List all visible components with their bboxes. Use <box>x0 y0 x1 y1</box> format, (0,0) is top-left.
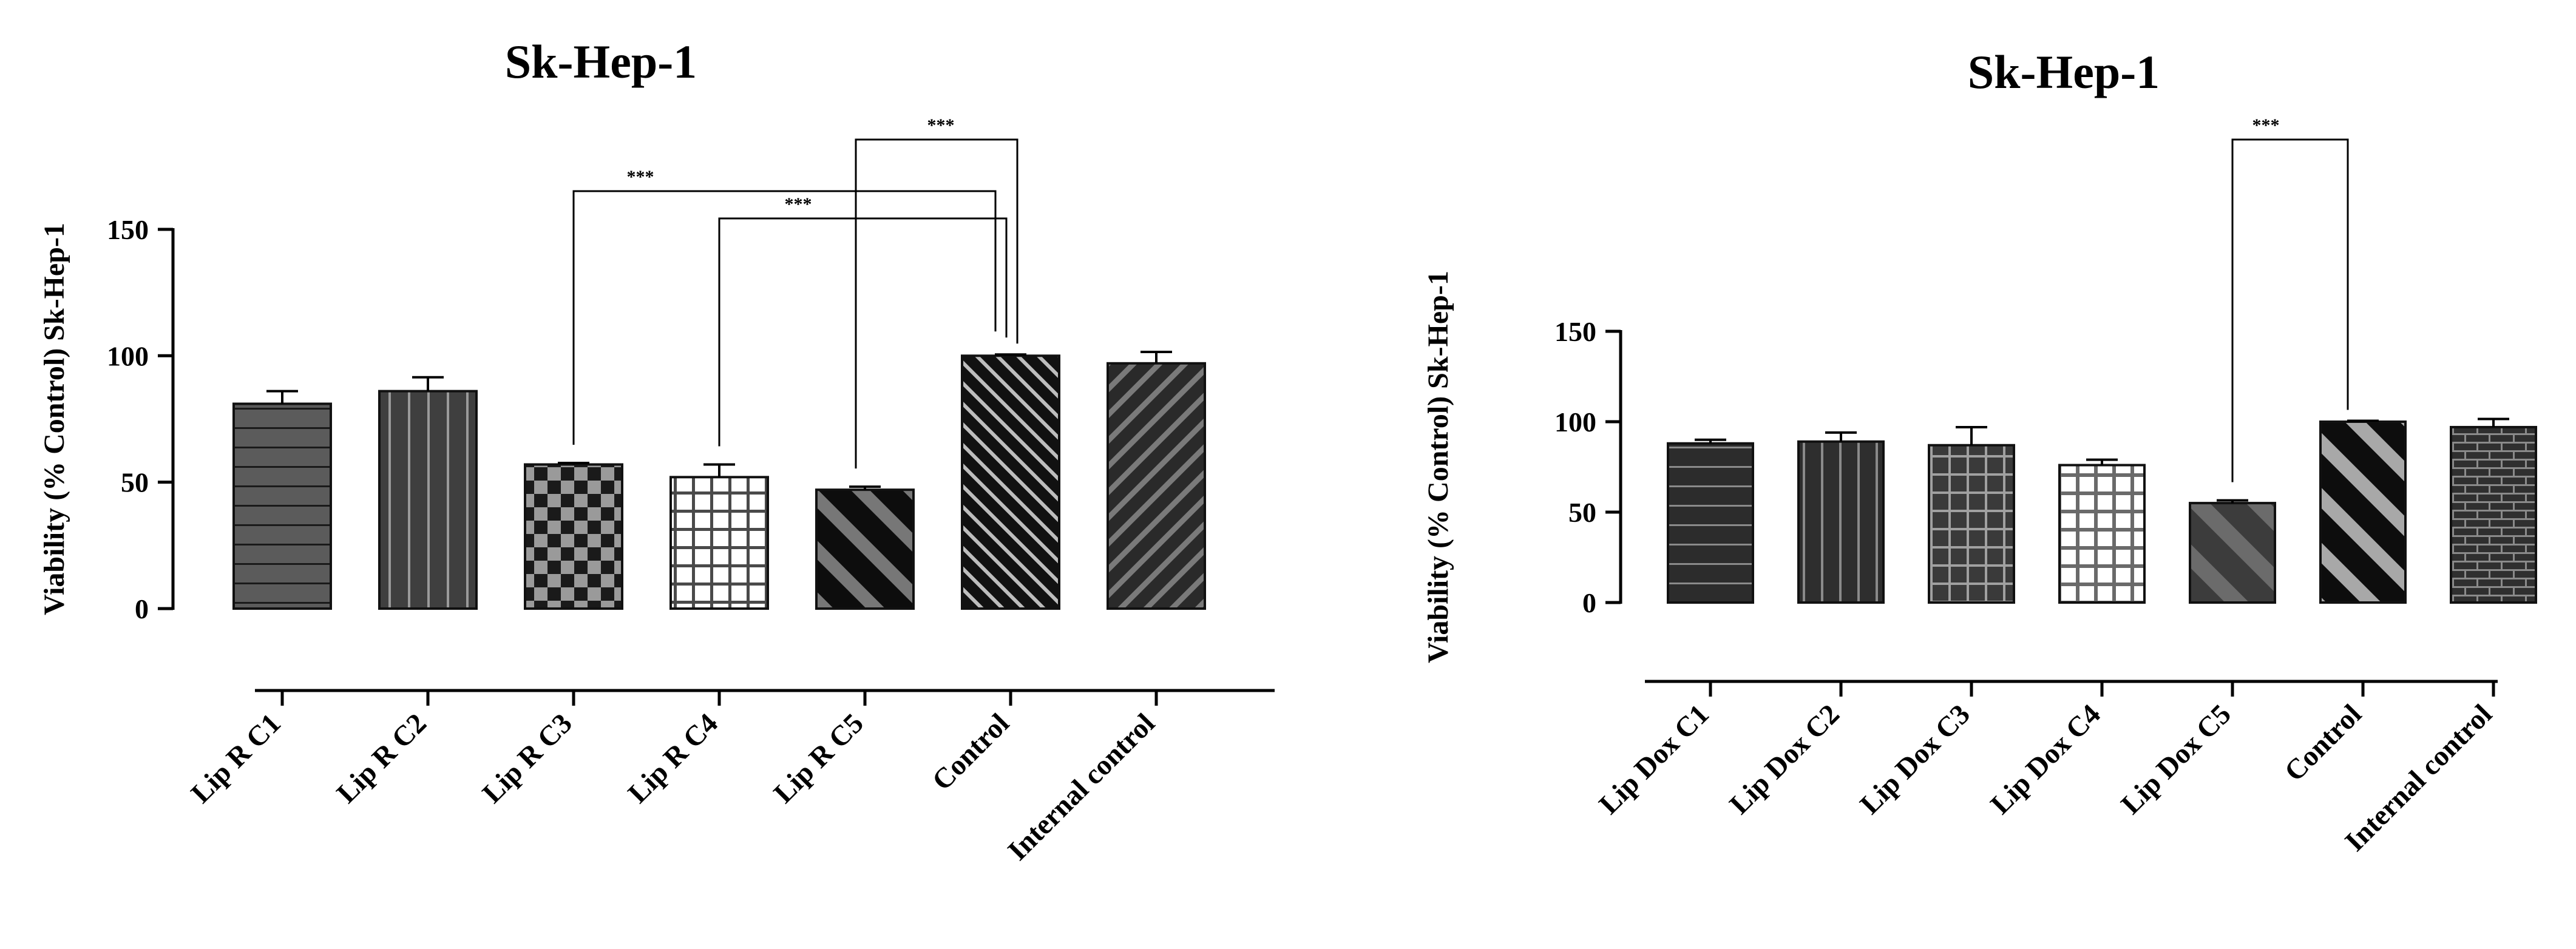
x-tick-label: Lip Dox C1 <box>1593 698 1715 820</box>
x-tick-label: Lip R C5 <box>768 708 870 809</box>
bar <box>669 476 769 610</box>
bar <box>1928 444 2015 604</box>
bar <box>378 390 478 610</box>
significance-label: *** <box>785 194 812 214</box>
x-tick-label: Lip Dox C3 <box>1854 698 1976 820</box>
bar <box>1667 442 1754 604</box>
y-tick-label: 0 <box>1582 587 1596 618</box>
x-tick-label: Control <box>926 708 1015 797</box>
significance-label: *** <box>2252 115 2280 135</box>
x-tick-label: Lip R C2 <box>331 708 433 809</box>
x-tick-label: Lip R C1 <box>185 708 287 809</box>
y-tick-label: 150 <box>107 214 149 245</box>
y-tick-label: 0 <box>135 593 149 624</box>
bar <box>524 463 623 610</box>
y-tick-label: 50 <box>1568 497 1596 528</box>
y-tick-label: 50 <box>121 467 149 498</box>
bar <box>1797 440 1885 604</box>
bar <box>961 354 1060 610</box>
x-tick-label: Lip R C4 <box>622 708 724 809</box>
significance-bracket <box>718 217 1008 447</box>
y-tick-label: 100 <box>107 340 149 371</box>
x-tick-label: Lip Dox C5 <box>2115 698 2237 820</box>
y-tick-label: 100 <box>1554 407 1596 437</box>
y-axis-label: Viability (% Control) Sk-Hep-1 <box>1422 271 1454 663</box>
bar <box>232 402 332 610</box>
bar <box>1107 362 1206 610</box>
bar <box>2189 502 2276 604</box>
significance-bracket <box>2231 138 2349 482</box>
chart-panel-left: Sk-Hep-1 Viability (% Control) Sk-Hep-1 0 5… <box>38 35 1275 866</box>
x-tick-label: Lip Dox C2 <box>1724 698 1846 820</box>
significance-bracket <box>572 190 997 445</box>
bar <box>2058 464 2146 604</box>
x-tick-label: Internal control <box>1002 708 1161 866</box>
bar <box>2319 420 2407 604</box>
y-axis-label: Viability (% Control) Sk-Hep-1 <box>38 223 70 615</box>
bar <box>2450 425 2537 604</box>
significance-label: *** <box>927 115 955 135</box>
y-tick-label: 150 <box>1554 316 1596 347</box>
significance-bracket <box>855 138 1019 469</box>
chart-title: Sk-Hep-1 <box>1968 46 2160 98</box>
x-tick-label: Lip Dox C4 <box>1985 698 2107 820</box>
x-tick-label: Lip R C3 <box>476 708 578 809</box>
bar <box>815 488 915 610</box>
x-tick-label: Control <box>2279 698 2368 788</box>
chart-title: Sk-Hep-1 <box>505 35 697 88</box>
significance-label: *** <box>627 167 654 187</box>
chart-panel-right: Sk-Hep-1 Viability (% Control) Sk-Hep-1 0 5… <box>1422 46 2537 857</box>
